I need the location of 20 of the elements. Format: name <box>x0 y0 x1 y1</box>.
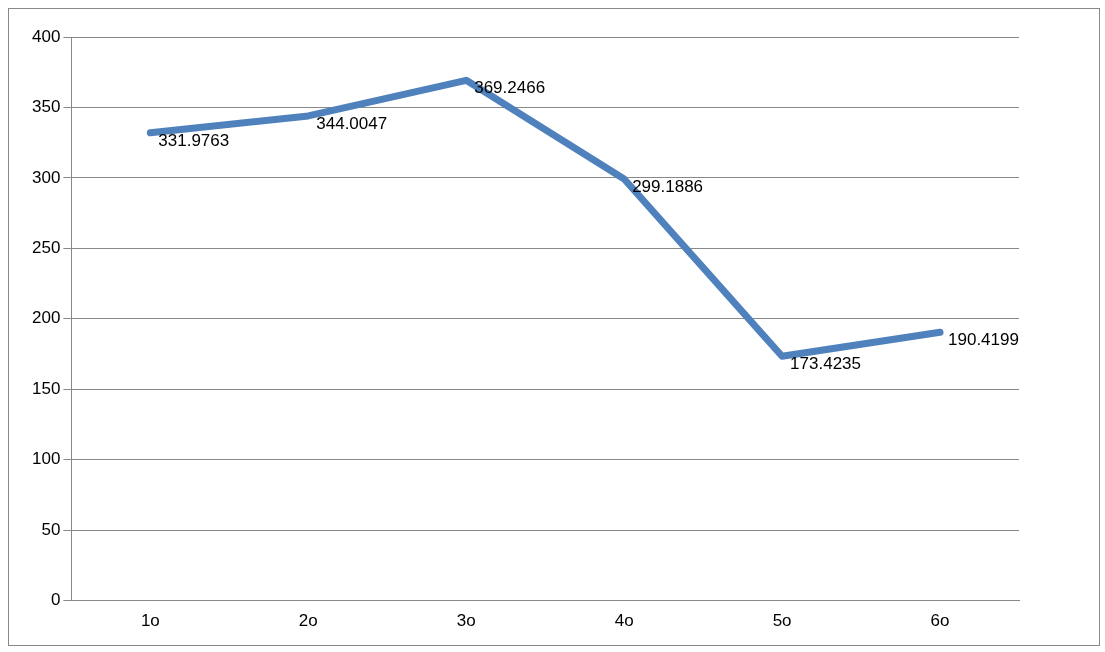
x-tick-label: 3o <box>456 611 476 631</box>
y-tick-label: 100 <box>31 449 61 469</box>
y-tick-label: 150 <box>31 378 61 398</box>
x-tick-label: 6o <box>930 611 950 631</box>
y-tick-label: 350 <box>31 97 61 117</box>
y-tick-label: 250 <box>31 238 61 258</box>
y-tick-label: 400 <box>31 26 61 46</box>
x-tick-label: 1o <box>140 611 160 631</box>
y-tick-label: 300 <box>31 167 61 187</box>
data-label: 299.1886 <box>632 176 704 196</box>
x-tick-label: 2o <box>298 611 318 631</box>
y-tick-label: 200 <box>31 308 61 328</box>
x-tick-label: 5o <box>772 611 792 631</box>
y-tick-label: 0 <box>50 590 61 610</box>
y-tick-label: 50 <box>41 519 61 539</box>
data-label: 173.4235 <box>790 353 861 373</box>
data-label: 344.0047 <box>316 113 388 133</box>
data-label: 190.4199 <box>948 329 1019 349</box>
x-tick-label: 4o <box>614 611 634 631</box>
data-label: 331.9763 <box>158 130 230 150</box>
